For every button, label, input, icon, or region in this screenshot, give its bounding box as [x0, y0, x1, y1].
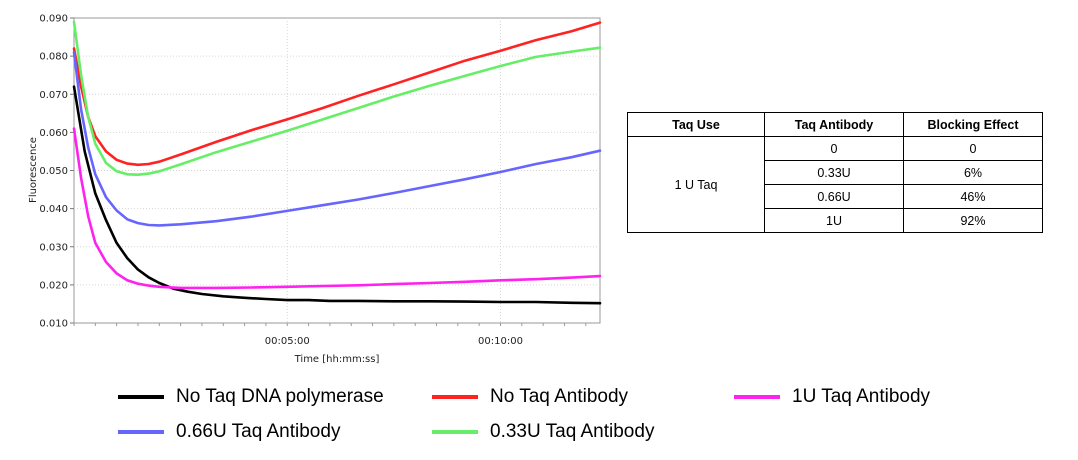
legend-swatch — [432, 395, 478, 399]
table-header-row: Taq Use Taq Antibody Blocking Effect — [627, 112, 1043, 137]
effect-cell: 6% — [903, 160, 1043, 185]
y-tick-label: 0.030 — [39, 242, 68, 253]
effect-cell: 0 — [903, 136, 1043, 161]
y-tick-label: 0.020 — [39, 280, 68, 291]
blocking-effect-table: Taq Use Taq Antibody Blocking Effect 1 U… — [627, 112, 1043, 233]
legend-item-066u-taq-antibody: 0.66U Taq Antibody — [118, 421, 340, 443]
series-line-1 — [72, 21, 602, 167]
table-row: 0.66U 46% — [628, 184, 1043, 209]
legend-swatch — [734, 395, 780, 399]
series-line-3 — [72, 50, 602, 227]
legend-item-1u-taq-antibody: 1U Taq Antibody — [734, 386, 930, 408]
y-tick-label: 0.050 — [39, 166, 68, 177]
y-tick-label: 0.060 — [39, 128, 68, 139]
series-line-2 — [72, 127, 602, 290]
legend-label: 0.66U Taq Antibody — [176, 421, 341, 442]
table-row: 1U 92% — [628, 208, 1043, 233]
table-row: 0.33U 6% — [628, 160, 1043, 185]
x-tick-label: 00:05:00 — [265, 336, 310, 347]
fluorescence-chart: 0.010 0.020 0.030 0.040 0.050 0.060 0.070 0.080… — [28, 14, 602, 365]
y-tick-label: 0.080 — [39, 52, 68, 63]
legend-item-no-taq-polymerase: No Taq DNA polymerase — [118, 386, 384, 408]
y-tick-label: 0.070 — [39, 90, 68, 101]
antibody-cell: 0.66U — [764, 184, 904, 209]
antibody-cell: 0.33U — [764, 160, 904, 185]
legend-swatch — [118, 395, 164, 399]
series-line-4 — [72, 20, 602, 176]
legend-item-033u-taq-antibody: 0.33U Taq Antibody — [432, 421, 654, 443]
header-blocking-effect: Blocking Effect — [903, 112, 1043, 137]
effect-cell: 92% — [903, 208, 1043, 233]
series-line-0 — [72, 85, 602, 305]
y-tick-label: 0.040 — [39, 204, 68, 215]
x-tick-label: 00:10:00 — [478, 336, 523, 347]
legend-label: 0.33U Taq Antibody — [490, 421, 655, 442]
table-row: 1 U Taq 0 0 — [627, 136, 1043, 233]
effect-cell: 46% — [903, 184, 1043, 209]
legend-swatch — [432, 430, 478, 434]
legend-label: No Taq DNA polymerase — [176, 386, 384, 407]
antibody-cell: 1U — [764, 208, 904, 233]
legend-item-no-taq-antibody: No Taq Antibody — [432, 386, 628, 408]
legend-label: No Taq Antibody — [490, 386, 629, 407]
antibody-cell: 0 — [764, 136, 904, 161]
x-axis-label: Time [hh:mm:ss] — [294, 354, 380, 365]
y-tick-label: 0.010 — [39, 319, 68, 330]
taq-use-cell: 1 U Taq — [627, 136, 765, 233]
header-taq-use: Taq Use — [627, 112, 765, 137]
header-taq-antibody: Taq Antibody — [764, 112, 904, 137]
legend-swatch — [118, 430, 164, 434]
legend-label: 1U Taq Antibody — [792, 386, 931, 407]
y-axis-label: Fluorescence — [28, 137, 39, 203]
y-tick-label: 0.090 — [39, 14, 68, 25]
